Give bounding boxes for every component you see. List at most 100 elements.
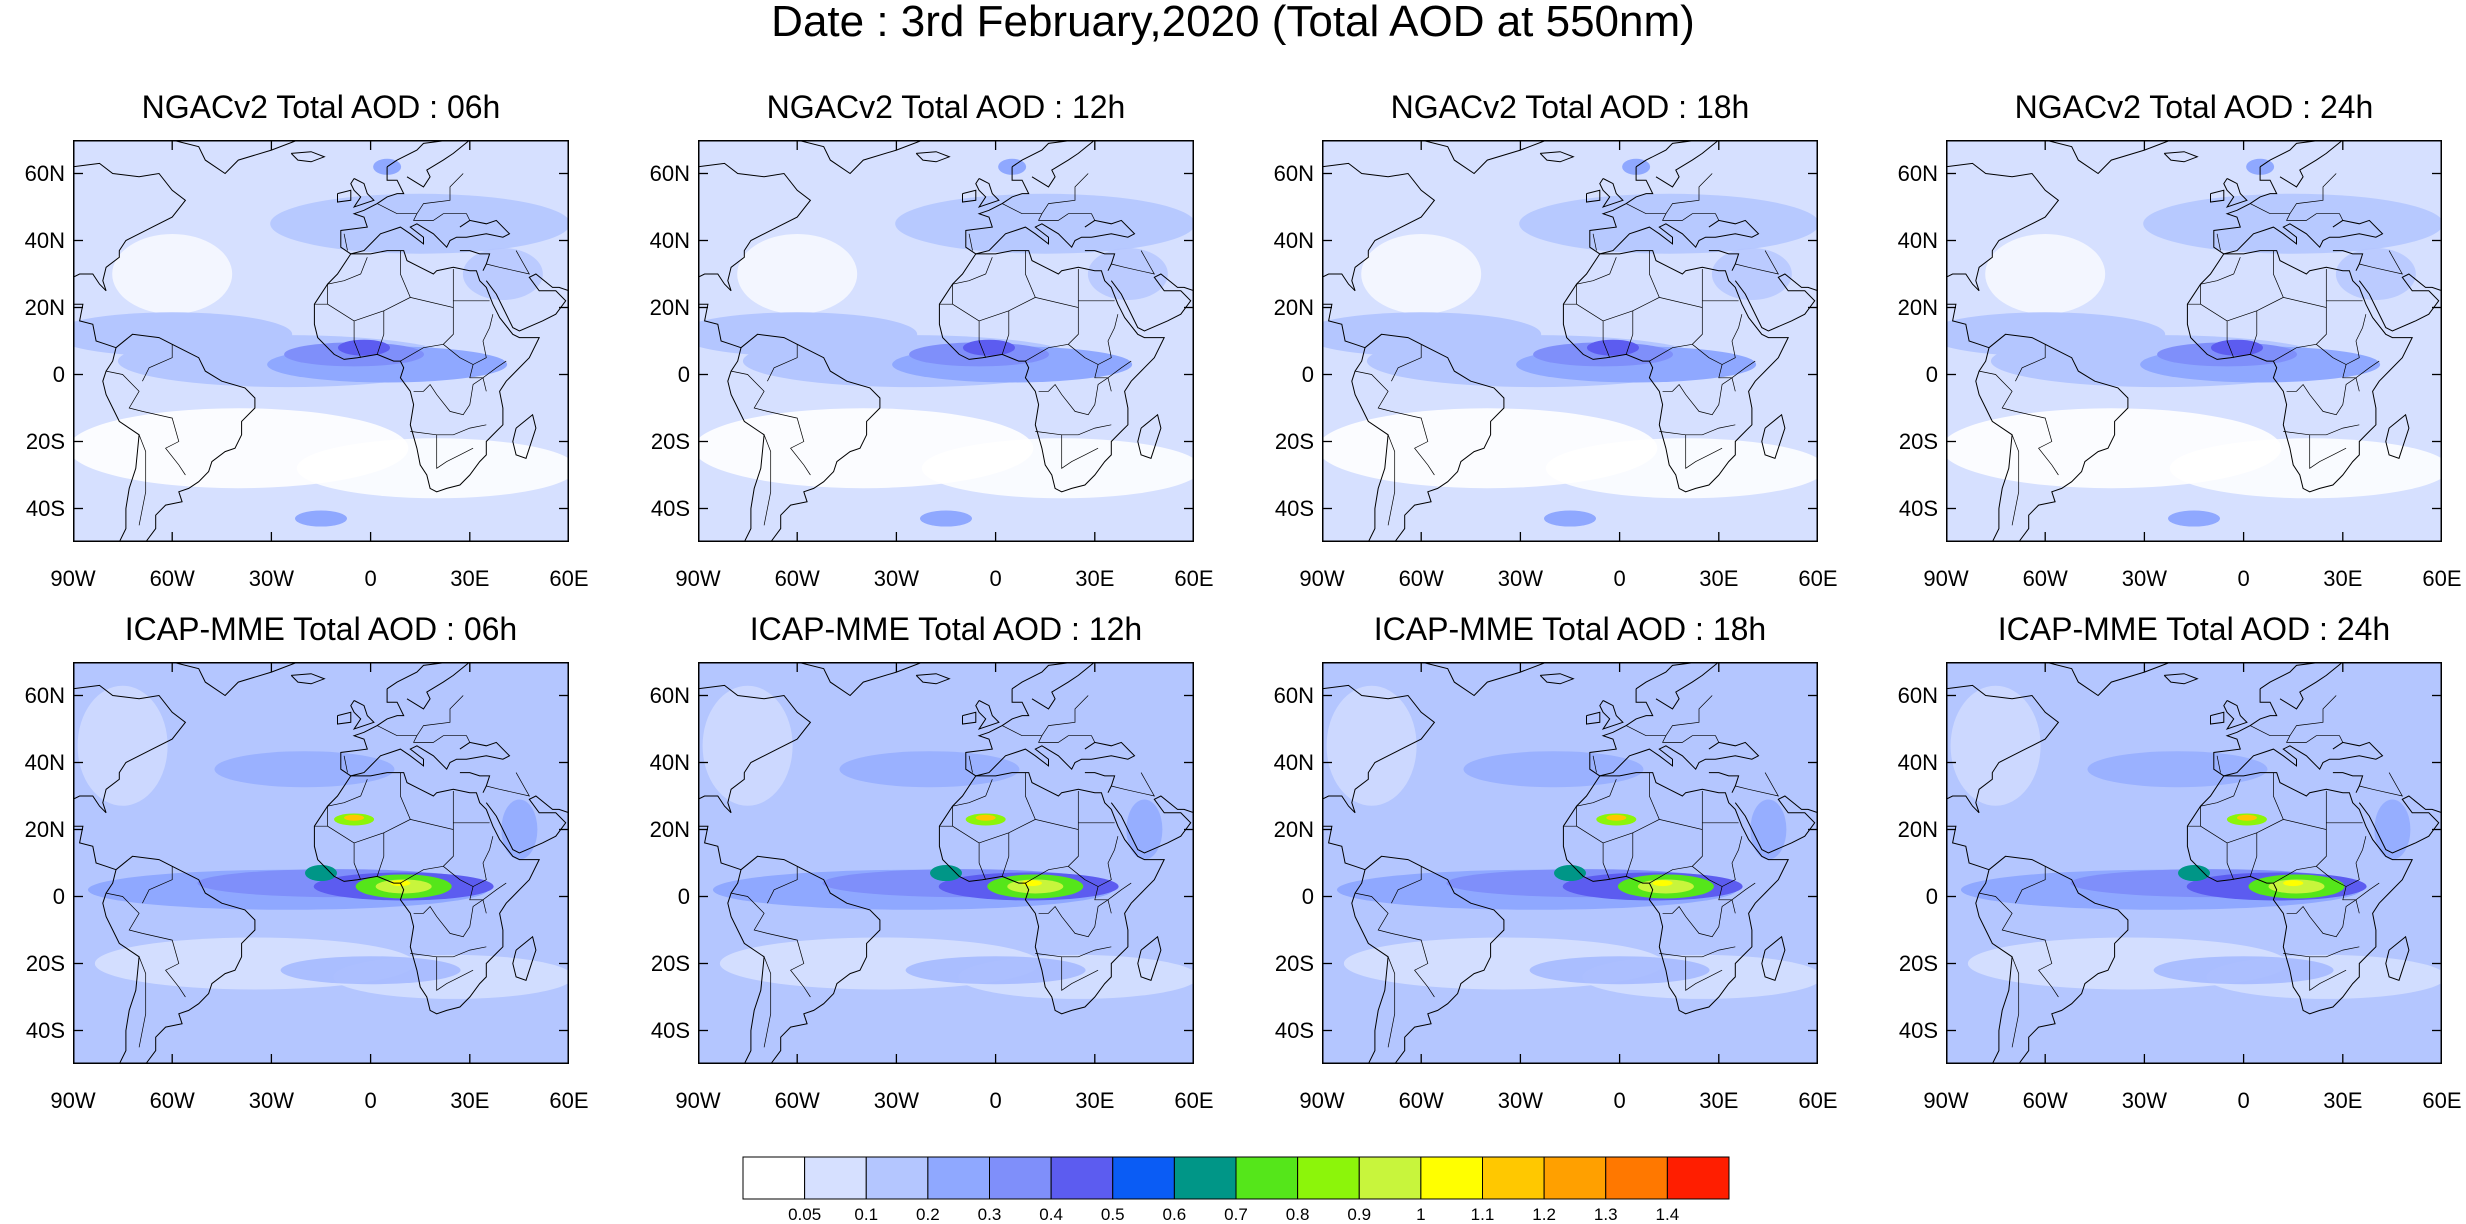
lat-tick-label: 0 <box>1301 361 1314 387</box>
colorbar-swatch <box>1173 1156 1237 1200</box>
lat-tick-label: 40N <box>1273 227 1314 253</box>
panel-title: ICAP-MME Total AOD : 12h <box>749 611 1143 647</box>
lon-tick-label: 30E <box>1699 1088 1739 1113</box>
lon-tick-label: 60W <box>149 566 195 591</box>
lat-tick-label: 20N <box>1273 816 1314 842</box>
colorbar <box>742 1156 1730 1200</box>
lon-tick-label: 60W <box>2022 566 2068 591</box>
aod-map <box>1322 662 1818 1064</box>
lon-tick-label: 0 <box>364 1088 377 1113</box>
aod-map <box>1946 140 2442 542</box>
lat-tick-label: 40S <box>650 495 690 521</box>
lon-tick-label: 30W <box>2121 566 2168 591</box>
lon-tick-label: 0 <box>989 1088 1002 1113</box>
aod-map <box>1322 140 1818 542</box>
lon-tick-label: 0 <box>989 566 1002 591</box>
figure-title: Date : 3rd February,2020 (Total AOD at 5… <box>771 0 1695 46</box>
lat-tick-label: 0 <box>1301 883 1314 909</box>
lon-tick-label: 30W <box>2121 1088 2168 1113</box>
lat-tick-label: 60N <box>1273 160 1314 186</box>
colorbar-label: 1 <box>1416 1205 1426 1224</box>
lat-tick-label: 60N <box>1897 682 1938 708</box>
lon-tick-label: 60W <box>774 566 820 591</box>
lat-tick-label: 0 <box>1925 883 1938 909</box>
colorbar-swatch <box>1420 1156 1483 1200</box>
colorbar-swatch <box>1482 1156 1545 1200</box>
colorbar-label: 0.4 <box>1039 1205 1063 1224</box>
lon-tick-label: 0 <box>1613 566 1626 591</box>
lat-tick-label: 60N <box>24 160 65 186</box>
lat-tick-label: 40S <box>25 495 65 521</box>
lat-tick-label: 0 <box>52 883 65 909</box>
lat-tick-label: 40N <box>649 749 690 775</box>
colorbar-label: 0.6 <box>1162 1205 1187 1224</box>
lat-tick-label: 60N <box>649 160 690 186</box>
lon-tick-label: 90W <box>675 566 721 591</box>
lat-tick-label: 40S <box>650 1017 690 1043</box>
colorbar-label: 0.1 <box>854 1205 879 1224</box>
panel-title: NGACv2 Total AOD : 18h <box>1390 89 1750 125</box>
lat-tick-label: 40S <box>1898 495 1938 521</box>
lon-tick-label: 0 <box>2237 1088 2250 1113</box>
lat-tick-label: 40N <box>649 227 690 253</box>
colorbar-label: 0.9 <box>1347 1205 1372 1224</box>
colorbar-label: 1.1 <box>1470 1205 1495 1224</box>
lat-tick-label: 20N <box>1897 816 1938 842</box>
lat-tick-label: 0 <box>1925 361 1938 387</box>
lat-tick-label: 20N <box>649 816 690 842</box>
lon-tick-label: 60W <box>1398 1088 1444 1113</box>
colorbar-label: 1.3 <box>1593 1205 1618 1224</box>
lon-tick-label: 60E <box>549 566 589 591</box>
colorbar-swatch <box>1297 1156 1360 1200</box>
panel-title: ICAP-MME Total AOD : 24h <box>1997 611 2391 647</box>
colorbar-label: 1.2 <box>1532 1205 1556 1224</box>
colorbar-swatch <box>1543 1156 1607 1200</box>
lat-tick-label: 20S <box>25 950 65 976</box>
colorbar-swatch <box>1112 1156 1175 1200</box>
lon-tick-label: 60E <box>549 1088 589 1113</box>
lat-tick-label: 60N <box>1273 682 1314 708</box>
lat-tick-label: 40S <box>25 1017 65 1043</box>
colorbar-swatch <box>742 1156 806 1200</box>
panel-title: NGACv2 Total AOD : 24h <box>2014 89 2374 125</box>
panel-title: NGACv2 Total AOD : 06h <box>141 89 501 125</box>
lon-tick-label: 90W <box>1923 566 1969 591</box>
colorbar-label: 0.8 <box>1285 1205 1310 1224</box>
lat-tick-label: 40S <box>1274 1017 1314 1043</box>
lat-tick-label: 40N <box>1897 227 1938 253</box>
lon-tick-label: 60E <box>1798 1088 1838 1113</box>
lat-tick-label: 20S <box>650 428 690 454</box>
lon-tick-label: 30W <box>873 1088 920 1113</box>
lat-tick-label: 40N <box>24 749 65 775</box>
lat-tick-label: 60N <box>24 682 65 708</box>
lat-tick-label: 20S <box>650 950 690 976</box>
lon-tick-label: 60W <box>774 1088 820 1113</box>
lat-tick-label: 20N <box>649 294 690 320</box>
lat-tick-label: 20N <box>24 294 65 320</box>
lon-tick-label: 60E <box>1798 566 1838 591</box>
colorbar-swatch <box>927 1156 990 1200</box>
colorbar-label: 1.4 <box>1655 1205 1680 1224</box>
aod-map <box>73 140 569 542</box>
lon-tick-label: 90W <box>1299 1088 1345 1113</box>
lon-tick-label: 60E <box>2422 566 2462 591</box>
lat-tick-label: 20N <box>24 816 65 842</box>
aod-map <box>73 662 569 1064</box>
colorbar-swatch <box>1050 1156 1114 1200</box>
lat-tick-label: 0 <box>52 361 65 387</box>
lat-tick-label: 20S <box>1898 950 1938 976</box>
lon-tick-label: 30E <box>1699 566 1739 591</box>
lon-tick-label: 30E <box>1075 1088 1115 1113</box>
colorbar-swatch <box>1605 1156 1668 1200</box>
lat-tick-label: 20N <box>1273 294 1314 320</box>
colorbar-swatch <box>1235 1156 1299 1200</box>
lat-tick-label: 40N <box>1273 749 1314 775</box>
lat-tick-label: 40N <box>24 227 65 253</box>
lon-tick-label: 30W <box>873 566 920 591</box>
lon-tick-label: 60E <box>1174 566 1214 591</box>
colorbar-swatch <box>804 1156 867 1200</box>
lon-tick-label: 30E <box>2323 566 2363 591</box>
lon-tick-label: 60E <box>1174 1088 1214 1113</box>
aod-map <box>698 140 1194 542</box>
lat-tick-label: 20S <box>1274 950 1314 976</box>
